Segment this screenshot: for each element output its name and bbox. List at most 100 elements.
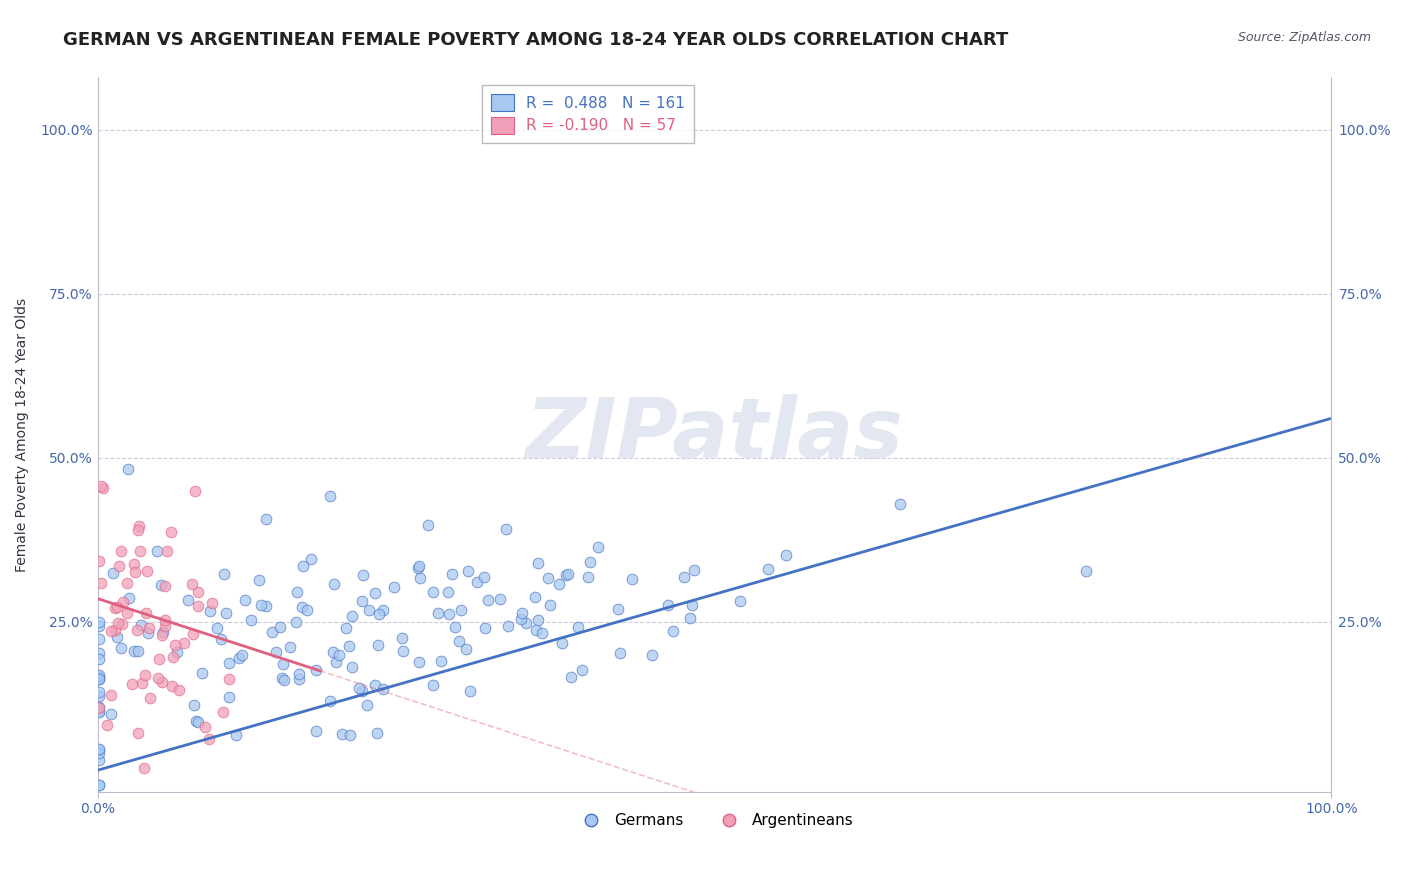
Point: [560, 670, 582, 684]
Point: [150, 577, 173, 591]
Point: [678, 610, 700, 624]
Point: [437, 607, 460, 621]
Point: [373, 603, 395, 617]
Point: [218, 690, 240, 705]
Point: [352, 567, 374, 582]
Point: [250, 598, 273, 612]
Point: [100, 706, 122, 721]
Point: [87, 615, 110, 629]
Point: [269, 620, 291, 634]
Point: [371, 682, 394, 697]
Point: [124, 565, 146, 579]
Point: [105, 630, 128, 644]
Point: [187, 599, 209, 613]
Point: [87, 646, 110, 660]
Point: [728, 594, 751, 608]
Point: [325, 655, 347, 669]
Point: [239, 613, 262, 627]
Point: [683, 563, 706, 577]
Point: [322, 645, 344, 659]
Point: [122, 644, 145, 658]
Point: [271, 657, 294, 672]
Point: [100, 689, 122, 703]
Point: [474, 621, 496, 635]
Point: [557, 567, 579, 582]
Point: [889, 497, 911, 511]
Point: [262, 625, 284, 640]
Point: [87, 667, 110, 681]
Point: [122, 558, 145, 572]
Point: [127, 523, 149, 537]
Point: [128, 519, 150, 533]
Point: [134, 668, 156, 682]
Point: [322, 577, 344, 591]
Point: [510, 612, 533, 626]
Point: [153, 619, 176, 633]
Point: [578, 555, 600, 569]
Point: [148, 651, 170, 665]
Point: [571, 664, 593, 678]
Point: [125, 623, 148, 637]
Point: [184, 714, 207, 729]
Point: [422, 678, 444, 692]
Point: [115, 576, 138, 591]
Point: [87, 670, 110, 684]
Point: [152, 624, 174, 639]
Point: [212, 706, 235, 720]
Point: [392, 644, 415, 658]
Point: [225, 728, 247, 742]
Point: [183, 698, 205, 713]
Point: [457, 564, 479, 578]
Point: [100, 624, 122, 638]
Point: [657, 599, 679, 613]
Point: [527, 556, 550, 570]
Point: [107, 559, 129, 574]
Point: [291, 600, 314, 615]
Point: [96, 717, 118, 731]
Point: [319, 694, 342, 708]
Point: [456, 642, 478, 657]
Point: [406, 561, 429, 575]
Point: [526, 613, 548, 627]
Point: [436, 584, 458, 599]
Point: [215, 606, 238, 620]
Point: [299, 551, 322, 566]
Point: [567, 620, 589, 634]
Point: [426, 606, 449, 620]
Point: [87, 670, 110, 684]
Point: [129, 617, 152, 632]
Point: [87, 685, 110, 699]
Point: [181, 627, 204, 641]
Point: [90, 478, 112, 492]
Point: [538, 599, 561, 613]
Point: [295, 602, 318, 616]
Point: [347, 681, 370, 696]
Point: [620, 572, 643, 586]
Point: [472, 570, 495, 584]
Point: [87, 743, 110, 757]
Point: [87, 753, 110, 767]
Point: [198, 604, 221, 618]
Point: [555, 568, 578, 582]
Point: [153, 579, 176, 593]
Point: [87, 700, 110, 714]
Point: [515, 615, 537, 630]
Point: [285, 584, 308, 599]
Point: [110, 544, 132, 558]
Point: [363, 586, 385, 600]
Point: [488, 591, 510, 606]
Point: [187, 585, 209, 599]
Point: [162, 649, 184, 664]
Point: [117, 462, 139, 476]
Point: [139, 691, 162, 706]
Point: [531, 625, 554, 640]
Point: [183, 483, 205, 498]
Point: [201, 596, 224, 610]
Point: [291, 558, 314, 573]
Point: [673, 570, 696, 584]
Point: [576, 570, 599, 584]
Point: [127, 726, 149, 740]
Point: [160, 679, 183, 693]
Text: Source: ZipAtlas.com: Source: ZipAtlas.com: [1237, 31, 1371, 45]
Point: [339, 639, 361, 653]
